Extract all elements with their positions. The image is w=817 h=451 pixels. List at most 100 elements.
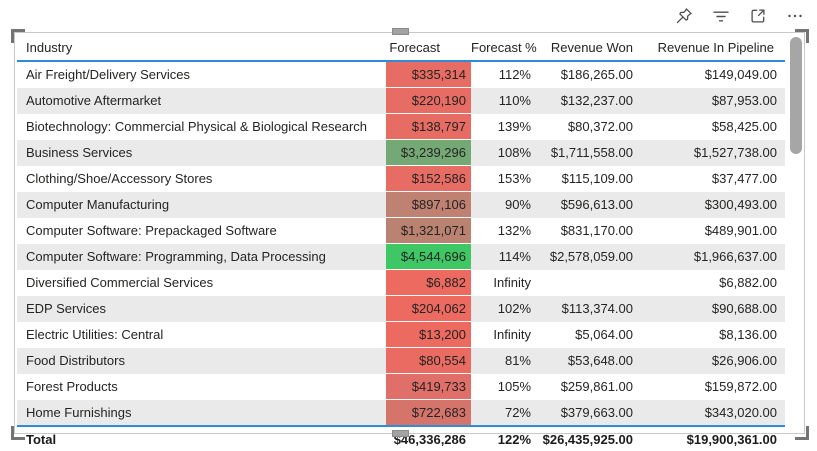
forecast-pct-cell[interactable]: Infinity	[493, 327, 531, 342]
column-header-revenue-won[interactable]: Revenue Won	[550, 39, 633, 55]
revenue-won-cell[interactable]: $5,064.00	[575, 327, 633, 342]
column-header-industry[interactable]: Industry	[26, 39, 73, 55]
revenue-won-cell[interactable]: $186,265.00	[560, 67, 633, 83]
forecast-cell[interactable]: $3,239,296	[386, 139, 471, 166]
selection-corner-top-right[interactable]	[795, 29, 809, 43]
forecast-pct-cell[interactable]: 112%	[498, 67, 531, 83]
industry-cell[interactable]: Electric Utilities: Central	[26, 327, 164, 342]
revenue-in-pipeline-cell[interactable]: $87,953.00	[711, 93, 777, 108]
revenue-in-pipeline-cell[interactable]: $26,906.00	[711, 353, 777, 368]
revenue-in-pipeline-cell[interactable]: $300,493.00	[704, 197, 777, 212]
focus-mode-icon[interactable]	[746, 4, 770, 28]
revenue-won-cell[interactable]: $132,237.00	[560, 93, 633, 108]
industry-cell[interactable]: Automotive Aftermarket	[26, 93, 162, 108]
pin-icon[interactable]	[672, 4, 696, 28]
revenue-in-pipeline-cell[interactable]: $1,966,637.00	[693, 249, 777, 264]
resize-handle-top[interactable]	[392, 28, 409, 35]
revenue-in-pipeline-cell[interactable]: $6,882.00	[719, 275, 777, 290]
industry-cell[interactable]: Computer Manufacturing	[26, 197, 170, 212]
resize-handle-bottom[interactable]	[392, 430, 409, 437]
vertical-scrollbar[interactable]	[789, 34, 803, 432]
forecast-cell[interactable]: $335,314	[386, 61, 471, 88]
table-row: Computer Software: Prepackaged Software $…	[17, 217, 785, 244]
forecast-cell[interactable]: $80,554	[386, 347, 471, 374]
forecast-cell[interactable]: $722,683	[386, 399, 471, 427]
revenue-won-cell[interactable]: $113,374.00	[561, 301, 633, 316]
visual-header-toolbar	[672, 4, 807, 28]
forecast-pct-cell[interactable]: 153%	[497, 171, 531, 186]
table-row: Clothing/Shoe/Accessory Stores $152,586 15…	[17, 165, 785, 192]
forecast-cell[interactable]: $419,733	[386, 373, 471, 400]
scrollbar-thumb[interactable]	[790, 37, 802, 154]
forecast-pct-cell[interactable]: 132%	[497, 223, 531, 238]
revenue-in-pipeline-cell[interactable]: $1,527,738.00	[693, 145, 777, 160]
column-header-forecast-pct[interactable]: Forecast %	[471, 39, 537, 55]
revenue-won-cell[interactable]: $596,613.00	[560, 197, 633, 212]
forecast-cell[interactable]: $6,882	[386, 269, 471, 296]
forecast-cell[interactable]: $152,586	[386, 165, 471, 192]
forecast-cell[interactable]: $220,190	[386, 87, 471, 114]
revenue-in-pipeline-cell[interactable]: $90,688.00	[711, 301, 777, 316]
forecast-cell[interactable]: $138,797	[386, 113, 471, 140]
industry-cell[interactable]: Home Furnishings	[26, 404, 132, 420]
column-header-revenue-in-pipeline[interactable]: Revenue In Pipeline	[657, 39, 774, 55]
revenue-in-pipeline-cell[interactable]: $8,136.00	[719, 327, 777, 342]
total-revenue-in-pipeline: $19,900,361.00	[686, 431, 777, 447]
industry-table: Industry Forecast Forecast % Revenue Won…	[17, 34, 785, 451]
revenue-in-pipeline-cell[interactable]: $159,872.00	[704, 379, 777, 394]
forecast-pct-cell[interactable]: Infinity	[493, 275, 531, 290]
revenue-won-cell[interactable]: $80,372.00	[567, 119, 633, 134]
table-visual[interactable]: Industry Forecast Forecast % Revenue Won…	[14, 32, 805, 447]
filter-icon[interactable]	[709, 4, 733, 28]
revenue-in-pipeline-cell[interactable]: $58,425.00	[711, 119, 777, 134]
selection-corner-bottom-left[interactable]	[11, 426, 25, 440]
industry-cell[interactable]: Clothing/Shoe/Accessory Stores	[26, 171, 213, 186]
revenue-won-cell[interactable]: $1,711,558.00	[550, 145, 633, 160]
forecast-pct-cell[interactable]: 81%	[504, 353, 531, 368]
revenue-won-cell[interactable]: $2,578,059.00	[549, 249, 633, 264]
more-options-icon[interactable]	[783, 4, 807, 28]
forecast-pct-cell[interactable]: 102%	[497, 301, 531, 316]
revenue-in-pipeline-cell[interactable]: $149,049.00	[704, 67, 777, 83]
forecast-pct-cell[interactable]: 114%	[498, 249, 531, 264]
selection-corner-bottom-right[interactable]	[795, 426, 809, 440]
forecast-cell[interactable]: $4,544,696	[386, 243, 471, 270]
forecast-pct-cell[interactable]: 90%	[504, 197, 531, 212]
revenue-in-pipeline-cell[interactable]: $37,477.00	[711, 171, 777, 186]
table-row: Computer Software: Programming, Data Pro…	[17, 243, 785, 270]
forecast-cell[interactable]: $1,321,071	[386, 217, 471, 244]
industry-cell[interactable]: Diversified Commercial Services	[26, 275, 214, 290]
industry-cell[interactable]: EDP Services	[26, 301, 106, 316]
industry-cell[interactable]: Business Services	[26, 145, 133, 160]
table-row: Air Freight/Delivery Services $335,314 112…	[17, 61, 785, 88]
revenue-won-cell[interactable]: $831,170.00	[560, 223, 633, 238]
table-row: EDP Services $204,062 102% $113,374.00 $90,6…	[17, 295, 785, 322]
industry-cell[interactable]: Biotechnology: Commercial Physical & Bio…	[26, 119, 368, 134]
revenue-won-cell[interactable]: $53,648.00	[567, 353, 633, 368]
column-header-forecast[interactable]: Forecast	[389, 39, 440, 55]
industry-cell[interactable]: Computer Software: Programming, Data Pro…	[26, 249, 326, 264]
forecast-cell[interactable]: $897,106	[386, 191, 471, 218]
table-row: Food Distributors $80,554 81% $53,648.00 $26…	[17, 347, 785, 374]
industry-cell[interactable]: Computer Software: Prepackaged Software	[26, 223, 277, 238]
revenue-won-cell[interactable]: $115,109.00	[561, 171, 633, 186]
revenue-in-pipeline-cell[interactable]: $489,901.00	[704, 223, 777, 238]
forecast-pct-cell[interactable]: 110%	[498, 93, 531, 108]
revenue-won-cell[interactable]: $379,663.00	[560, 404, 633, 420]
revenue-won-cell[interactable]: $259,861.00	[560, 379, 633, 394]
forecast-cell[interactable]: $204,062	[386, 295, 471, 322]
forecast-pct-cell[interactable]: 139%	[497, 119, 531, 134]
selection-corner-top-left[interactable]	[11, 29, 25, 43]
forecast-cell[interactable]: $13,200	[386, 321, 471, 348]
revenue-won-cell[interactable]	[538, 270, 635, 296]
table-row: Biotechnology: Commercial Physical & Bio…	[17, 113, 785, 140]
table-row: Electric Utilities: Central $13,200 Infini…	[17, 321, 785, 348]
industry-cell[interactable]: Food Distributors	[26, 353, 125, 368]
forecast-pct-cell[interactable]: 72%	[504, 404, 531, 420]
industry-cell[interactable]: Air Freight/Delivery Services	[26, 67, 190, 83]
industry-cell[interactable]: Forest Products	[26, 379, 118, 394]
revenue-in-pipeline-cell[interactable]: $343,020.00	[704, 404, 777, 420]
forecast-pct-cell[interactable]: 105%	[497, 379, 531, 394]
forecast-pct-cell[interactable]: 108%	[497, 145, 531, 160]
table-row: Diversified Commercial Services $6,882 Inf…	[17, 269, 785, 296]
